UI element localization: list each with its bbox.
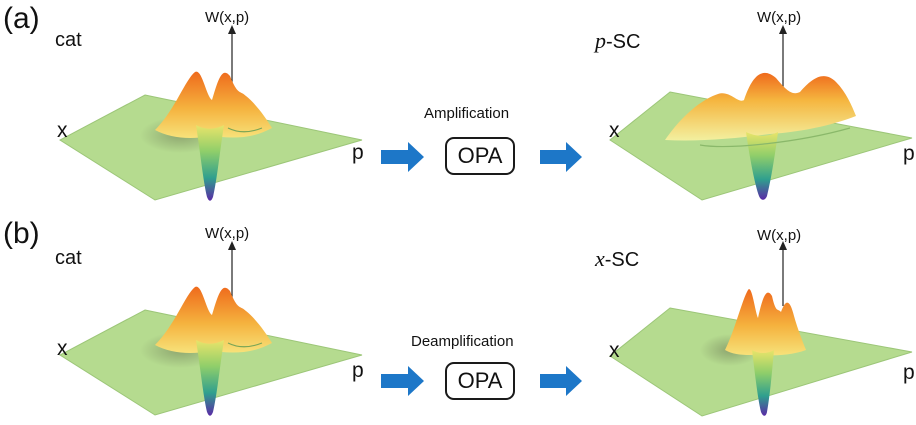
arrow-into-opa-b — [381, 366, 424, 396]
x-axis-label-b-right: x — [609, 339, 620, 362]
panel-label-a: (a) — [3, 2, 40, 35]
squeezed-fringe-peaks — [725, 289, 806, 356]
negative-dip — [746, 132, 778, 200]
surface-ridge — [227, 342, 263, 348]
p-axis-label-a-right: p — [903, 142, 915, 165]
operation-label-b: Deamplification — [411, 333, 514, 350]
stretched-peaks — [665, 72, 856, 141]
axis-arrowhead — [779, 241, 787, 250]
output-state-label-b: x-SC — [595, 246, 640, 271]
output-state-symbol-b: x — [595, 246, 605, 271]
x-axis-label-a-left: x — [57, 119, 68, 142]
axis-arrowhead — [228, 25, 236, 34]
operation-label-a: Amplification — [424, 105, 510, 122]
x-axis-label-b-left: x — [57, 337, 68, 360]
cat-label-b: cat — [55, 247, 82, 269]
panel-label-b: (b) — [3, 217, 40, 250]
axis-arrowhead — [779, 25, 787, 34]
surface-ridge — [227, 127, 263, 133]
p-axis-label-a-left: p — [352, 141, 364, 164]
w-axis-label-b-right: W(x,p) — [757, 227, 802, 244]
p-axis-label-b-right: p — [903, 361, 915, 384]
cat-fringe-peaks — [155, 71, 272, 138]
output-state-label-a: p-SC — [595, 28, 641, 53]
p-axis-label-b-left: p — [352, 359, 364, 382]
negative-dip — [752, 350, 774, 416]
negative-dip — [196, 340, 224, 416]
negative-dip — [196, 125, 224, 201]
opa-box-b: OPA — [445, 362, 515, 400]
output-state-symbol-a: p — [595, 28, 606, 53]
output-state-suffix-a: -SC — [606, 31, 641, 53]
arrow-out-of-opa-a — [540, 142, 582, 172]
axis-arrowhead — [228, 241, 236, 250]
cat-label-a: cat — [55, 29, 82, 51]
opa-box-a: OPA — [445, 137, 515, 175]
w-axis-label-a-left: W(x,p) — [205, 9, 250, 26]
output-state-suffix-b: -SC — [604, 249, 640, 271]
w-axis-label-a-right: W(x,p) — [757, 9, 802, 26]
cat-fringe-peaks — [155, 286, 272, 353]
arrow-out-of-opa-b — [540, 366, 582, 396]
surface-ridge — [699, 127, 851, 148]
w-axis-label-b-left: W(x,p) — [205, 225, 250, 242]
arrow-into-opa-a — [381, 142, 424, 172]
x-axis-label-a-right: x — [609, 119, 620, 142]
